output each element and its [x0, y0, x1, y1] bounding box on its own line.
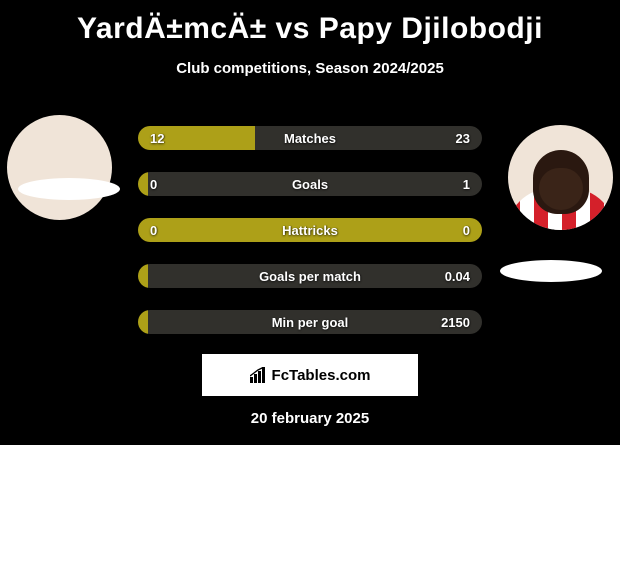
stat-bars: 1223Matches 01Goals 00Hattricks 0.04Goals p…: [138, 126, 482, 356]
brand-badge: FcTables.com: [202, 354, 418, 396]
brand-text: FcTables.com: [272, 367, 371, 384]
name-pill-left: [18, 178, 120, 200]
stat-row: 00Hattricks: [138, 218, 482, 242]
avatar-right: [508, 125, 613, 230]
stat-row: 01Goals: [138, 172, 482, 196]
subtitle: Club competitions, Season 2024/2025: [0, 60, 620, 77]
stat-label: Goals per match: [138, 264, 482, 288]
bar-chart-icon: [250, 367, 268, 383]
date-text: 20 february 2025: [0, 410, 620, 427]
name-pill-right: [500, 260, 602, 282]
avatar-left: [7, 115, 112, 220]
stat-label: Min per goal: [138, 310, 482, 334]
stat-label: Hattricks: [138, 218, 482, 242]
stat-row: 0.04Goals per match: [138, 264, 482, 288]
page-title: YardÄ±mcÄ± vs Papy Djilobodji: [0, 0, 620, 46]
comparison-panel: YardÄ±mcÄ± vs Papy Djilobodji Club compe…: [0, 0, 620, 445]
stat-label: Matches: [138, 126, 482, 150]
stat-row: 1223Matches: [138, 126, 482, 150]
stat-label: Goals: [138, 172, 482, 196]
stat-row: 2150Min per goal: [138, 310, 482, 334]
